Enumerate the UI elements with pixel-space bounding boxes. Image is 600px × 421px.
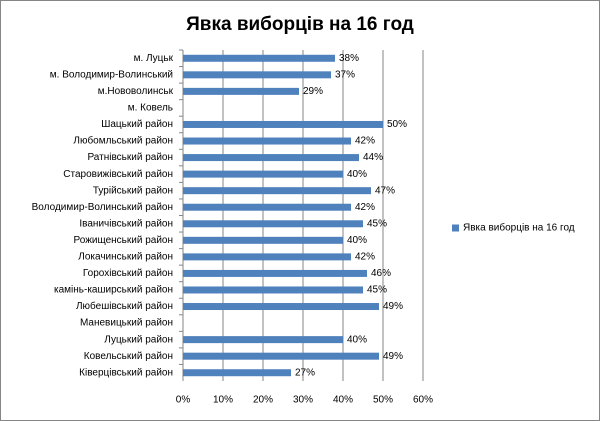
data-label: 29% xyxy=(303,86,323,97)
y-tick-label: м. Луцьк xyxy=(134,53,174,64)
y-tick-label: Горохівський район xyxy=(83,268,173,279)
y-tick-label: м.Нововолинськ xyxy=(98,86,174,97)
data-label: 40% xyxy=(347,169,367,180)
data-label: 38% xyxy=(339,53,359,64)
data-label: 49% xyxy=(383,301,403,312)
bar xyxy=(183,187,371,195)
chart-title: Явка виборців на 16 год xyxy=(186,14,414,35)
y-tick-label: камінь-каширський район xyxy=(54,285,173,296)
bar xyxy=(183,220,363,228)
x-tick-label: 20% xyxy=(253,395,273,406)
bar xyxy=(183,87,299,95)
bar xyxy=(183,352,379,360)
y-tick-label: Локачинський район xyxy=(78,252,173,263)
data-label: 46% xyxy=(371,268,391,279)
x-tick-label: 10% xyxy=(213,395,233,406)
data-label: 40% xyxy=(347,334,367,345)
data-label: 40% xyxy=(347,235,367,246)
y-tick-label: Маневицький район xyxy=(80,318,173,329)
data-label: 50% xyxy=(387,119,407,130)
y-tick-label: м. Ковель xyxy=(128,103,173,114)
y-tick-label: Любешівський район xyxy=(76,300,173,312)
bar xyxy=(183,286,363,294)
y-tick-label: Турійський район xyxy=(93,185,173,196)
bar xyxy=(183,170,343,178)
bar xyxy=(183,120,383,128)
data-label: 37% xyxy=(335,69,355,80)
x-tick-label: 0% xyxy=(176,395,191,406)
bar xyxy=(183,203,351,211)
bar xyxy=(183,303,379,311)
x-tick-label: 60% xyxy=(413,395,433,406)
bar xyxy=(183,54,335,62)
x-tick-label: 30% xyxy=(293,395,313,406)
y-tick-label: Любомльський район xyxy=(73,135,173,147)
data-label: 45% xyxy=(367,218,387,229)
y-tick-label: Ківерцівський район xyxy=(79,367,173,378)
data-label: 47% xyxy=(375,185,395,196)
bar xyxy=(183,154,359,162)
y-tick-label: Ратнівський район xyxy=(87,152,173,163)
legend-label: Явка виборців на 16 год xyxy=(463,222,575,234)
data-label: 42% xyxy=(355,136,375,147)
bar xyxy=(183,71,331,79)
y-tick-label: Старовижівський район xyxy=(63,169,173,180)
y-tick-label: Володимир-Волинський район xyxy=(32,202,173,213)
data-label: 42% xyxy=(355,252,375,263)
bar xyxy=(183,253,351,261)
bar xyxy=(183,336,343,344)
data-label: 44% xyxy=(363,152,383,163)
y-tick-label: Рожищенський район xyxy=(74,235,173,246)
bar xyxy=(183,269,367,277)
legend-swatch xyxy=(452,224,459,232)
y-tick-label: м. Володимир-Волинський xyxy=(50,69,173,80)
x-tick-label: 50% xyxy=(373,395,393,406)
data-label: 49% xyxy=(383,351,403,362)
data-label: 27% xyxy=(295,367,315,378)
y-tick-label: Ковельський район xyxy=(84,351,173,362)
bar xyxy=(183,369,291,377)
x-tick-label: 40% xyxy=(333,395,353,406)
y-tick-label: Луцький район xyxy=(104,334,173,345)
data-label: 42% xyxy=(355,202,375,213)
bar xyxy=(183,137,351,145)
y-tick-label: Іваничівський район xyxy=(79,218,173,229)
bar xyxy=(183,236,343,244)
y-tick-label: Шацький район xyxy=(101,119,173,130)
data-label: 45% xyxy=(367,285,387,296)
